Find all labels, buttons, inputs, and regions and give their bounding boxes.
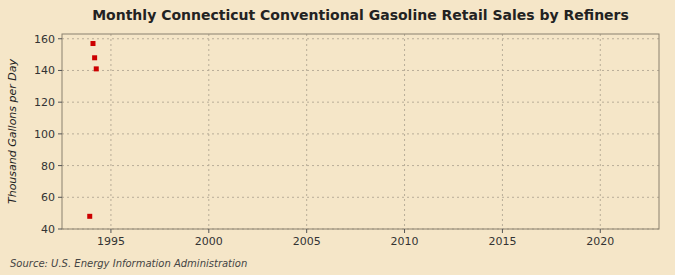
grid-line-y — [62, 70, 659, 71]
grid — [62, 34, 659, 229]
chart: 1995 2000 2005 2010 2015 2020 40 60 80 100 120 140 1… — [0, 0, 675, 275]
y-tick — [58, 133, 62, 134]
grid-line-y — [62, 165, 659, 166]
x-tick-label: 2005 — [293, 235, 321, 248]
grid-line-x — [306, 34, 307, 229]
y-tick — [58, 70, 62, 71]
y-tick-label: 80 — [41, 160, 55, 173]
y-tick-label: 160 — [34, 33, 55, 46]
source-annotation: Source: U.S. Energy Information Administ… — [10, 258, 247, 269]
point — [90, 41, 95, 46]
x-tick-label: 2010 — [391, 235, 419, 248]
x-tick-label: 2015 — [488, 235, 516, 248]
grid-line-y — [62, 197, 659, 198]
grid-line-x — [600, 34, 601, 229]
y-tick — [58, 197, 62, 198]
x-tick — [404, 229, 405, 233]
point — [94, 66, 99, 71]
background — [0, 0, 675, 275]
points — [87, 41, 99, 219]
grid-line-x — [502, 34, 503, 229]
y-tick-label: 120 — [34, 96, 55, 109]
point — [92, 55, 97, 60]
y-tick — [58, 165, 62, 166]
y-tick-label: 40 — [41, 223, 55, 236]
y-tick-label: 60 — [41, 191, 55, 204]
y-tick — [58, 229, 62, 230]
point — [87, 214, 92, 219]
grid-line-y — [62, 102, 659, 103]
y-tick-label: 100 — [34, 128, 55, 141]
grid-line-y — [62, 133, 659, 134]
title: Monthly Connecticut Conventional Gasolin… — [92, 7, 629, 23]
x-tick-label: 2000 — [195, 235, 223, 248]
y-tick — [58, 102, 62, 103]
grid-line-x — [208, 34, 209, 229]
y-axis-label: Thousand Gallons per Day — [6, 58, 19, 204]
x-tick-label: 1995 — [97, 235, 125, 248]
axes: 1995 2000 2005 2010 2015 2020 40 60 80 100 120 140 1… — [34, 33, 614, 248]
plot-frame — [62, 34, 659, 229]
chart-container: 1995 2000 2005 2010 2015 2020 40 60 80 100 120 140 1… — [0, 0, 675, 275]
y-tick-label: 140 — [34, 64, 55, 77]
x-tick — [110, 229, 111, 233]
y-tick — [58, 38, 62, 39]
grid-line-y — [62, 38, 659, 39]
x-tick — [502, 229, 503, 233]
x-tick-label: 2020 — [586, 235, 614, 248]
grid-line-x — [404, 34, 405, 229]
x-tick — [306, 229, 307, 233]
x-tick — [600, 229, 601, 233]
grid-line-x — [110, 34, 111, 229]
x-tick — [208, 229, 209, 233]
